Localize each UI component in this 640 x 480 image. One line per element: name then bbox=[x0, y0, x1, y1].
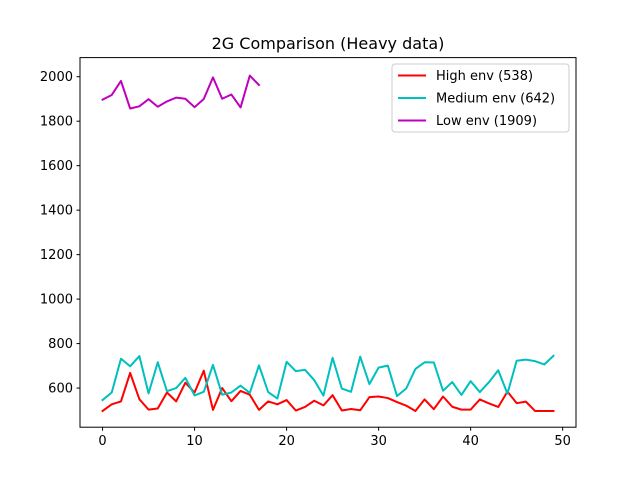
chart-title: 2G Comparison (Heavy data) bbox=[212, 34, 445, 53]
x-tick-label: 20 bbox=[278, 434, 295, 449]
series-layer bbox=[101, 74, 555, 413]
legend-frame bbox=[391, 63, 570, 133]
y-tick-label: 1800 bbox=[40, 115, 73, 130]
x-tick-label: 30 bbox=[370, 434, 387, 449]
plot-frame bbox=[79, 57, 577, 428]
series-line-1 bbox=[101, 354, 555, 402]
legend-label-0: High env (538) bbox=[436, 69, 533, 84]
x-tick-label: 50 bbox=[554, 434, 571, 449]
y-tick-label: 1200 bbox=[40, 248, 73, 263]
x-tick-label: 0 bbox=[98, 434, 106, 449]
x-tick-label: 40 bbox=[462, 434, 479, 449]
y-tick-label: 1400 bbox=[40, 204, 73, 219]
series-line-2 bbox=[101, 74, 261, 110]
series-line-0 bbox=[101, 369, 555, 413]
y-tick-label: 1600 bbox=[40, 159, 73, 174]
y-tick-label: 2000 bbox=[40, 70, 73, 85]
legend-label-1: Medium env (642) bbox=[436, 92, 555, 107]
y-axis: 600 800 1000 1200 1400 1600 1800 2000 bbox=[40, 70, 80, 397]
y-tick-label: 800 bbox=[48, 337, 73, 352]
x-tick-label: 10 bbox=[186, 434, 203, 449]
y-tick-label: 600 bbox=[48, 382, 73, 397]
legend: High env (538) Medium env (642) Low env (1… bbox=[391, 63, 570, 133]
y-tick-label: 1000 bbox=[40, 293, 73, 308]
legend-label-2: Low env (1909) bbox=[436, 114, 537, 129]
x-axis: 0 10 20 30 40 50 bbox=[98, 427, 571, 449]
